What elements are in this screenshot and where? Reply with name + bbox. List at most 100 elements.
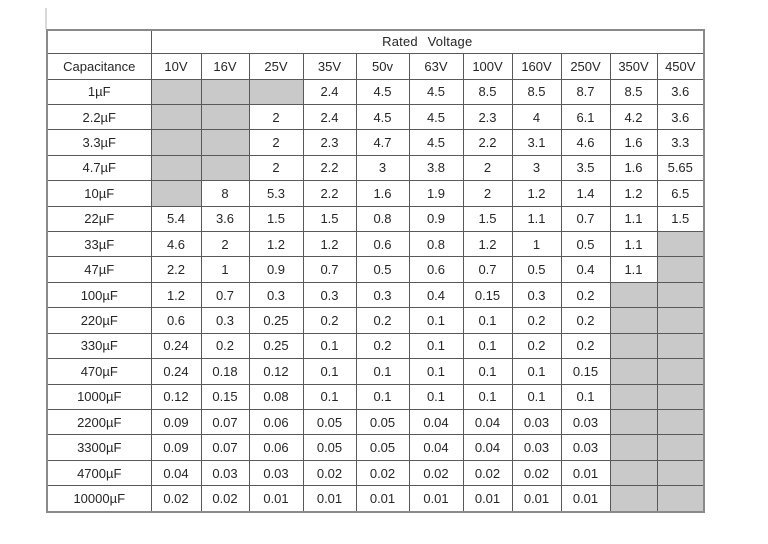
table-row: 2200µF 0.09 0.07 0.06 0.05 0.05 0.04 0.04 0.03 0.…	[46, 408, 705, 436]
value-cell: 0.15	[462, 281, 513, 309]
voltage-column-header: 35V	[302, 52, 357, 80]
row-label: 100µF	[46, 281, 152, 309]
value-cell: 1.6	[609, 154, 658, 182]
column-header-row: Capacitance 10V 16V 25V 35V 50v 63V 100V 160V 25…	[46, 52, 705, 80]
value-cell: 1.6	[609, 129, 658, 156]
empty-shaded-cell	[609, 408, 658, 436]
row-label: 33µF	[46, 231, 152, 258]
value-cell: 5.65	[656, 154, 705, 182]
value-cell: 0.02	[462, 459, 513, 487]
voltage-column-header: 10V	[150, 52, 202, 80]
row-label: 3300µF	[46, 434, 152, 461]
value-cell: 0.08	[248, 383, 304, 410]
value-cell: 1.6	[355, 180, 410, 207]
value-cell: 0.24	[150, 358, 202, 385]
value-cell: 2.2	[462, 129, 513, 156]
value-cell: 0.01	[248, 485, 304, 513]
value-cell: 0.12	[248, 358, 304, 385]
value-cell: 4.6	[560, 129, 611, 156]
empty-shaded-cell	[150, 180, 202, 207]
voltage-column-header: 16V	[200, 52, 250, 80]
value-cell: 0.05	[355, 434, 410, 461]
value-cell: 1	[200, 256, 250, 283]
table-row: 22µF 5.4 3.6 1.5 1.5 0.8 0.9 1.5 1.1 0.7 1.1 1.5	[46, 205, 705, 233]
value-cell: 0.2	[511, 332, 562, 360]
value-cell: 0.09	[150, 434, 202, 461]
value-cell: 0.05	[302, 408, 357, 436]
value-cell: 2.4	[302, 103, 357, 131]
value-cell: 0.3	[511, 281, 562, 309]
value-cell: 0.6	[408, 256, 464, 283]
empty-shaded-cell	[609, 307, 658, 334]
value-cell: 0.8	[355, 205, 410, 233]
row-label: 47µF	[46, 256, 152, 283]
value-cell: 0.02	[511, 459, 562, 487]
empty-shaded-cell	[150, 103, 202, 131]
value-cell: 0.2	[355, 332, 410, 360]
value-cell: 0.1	[302, 358, 357, 385]
value-cell: 4.7	[355, 129, 410, 156]
value-cell: 0.18	[200, 358, 250, 385]
value-cell: 0.2	[511, 307, 562, 334]
value-cell: 0.1	[302, 383, 357, 410]
row-label: 2.2µF	[46, 103, 152, 131]
value-cell: 0.01	[560, 459, 611, 487]
value-cell: 3	[355, 154, 410, 182]
empty-shaded-cell	[150, 154, 202, 182]
empty-shaded-cell	[609, 383, 658, 410]
value-cell: 0.03	[560, 408, 611, 436]
empty-shaded-cell	[656, 459, 705, 487]
value-cell: 4.6	[150, 231, 202, 258]
empty-shaded-cell	[656, 256, 705, 283]
value-cell: 2	[248, 103, 304, 131]
row-label: 4.7µF	[46, 154, 152, 182]
value-cell: 4.5	[355, 78, 410, 105]
value-cell: 8.7	[560, 78, 611, 105]
value-cell: 0.5	[511, 256, 562, 283]
value-cell: 0.3	[355, 281, 410, 309]
row-header-label: Capacitance	[46, 52, 152, 80]
empty-shaded-cell	[150, 78, 202, 105]
empty-shaded-cell	[200, 103, 250, 131]
value-cell: 1.5	[302, 205, 357, 233]
table-row: 330µF 0.24 0.2 0.25 0.1 0.2 0.1 0.1 0.2 0.2	[46, 332, 705, 360]
value-cell: 0.02	[302, 459, 357, 487]
value-cell: 6.5	[656, 180, 705, 207]
value-cell: 2.4	[302, 78, 357, 105]
value-cell: 1.1	[609, 231, 658, 258]
value-cell: 4.5	[408, 129, 464, 156]
table-row: 33µF 4.6 2 1.2 1.2 0.6 0.8 1.2 1 0.5 1.1	[46, 231, 705, 258]
value-cell: 0.09	[150, 408, 202, 436]
row-label: 470µF	[46, 358, 152, 385]
row-label: 4700µF	[46, 459, 152, 487]
value-cell: 0.5	[560, 231, 611, 258]
value-cell: 0.05	[302, 434, 357, 461]
value-cell: 1.2	[462, 231, 513, 258]
table-row: 100µF 1.2 0.7 0.3 0.3 0.3 0.4 0.15 0.3 0.2	[46, 281, 705, 309]
value-cell: 0.5	[355, 256, 410, 283]
value-cell: 0.9	[248, 256, 304, 283]
voltage-column-header: 450V	[656, 52, 705, 80]
value-cell: 1.1	[609, 205, 658, 233]
value-cell: 0.1	[462, 307, 513, 334]
table-row: 4.7µF 2 2.2 3 3.8 2 3 3.5 1.6 5.65	[46, 154, 705, 182]
value-cell: 1.5	[656, 205, 705, 233]
value-cell: 2.2	[150, 256, 202, 283]
value-cell: 0.25	[248, 332, 304, 360]
empty-shaded-cell	[656, 408, 705, 436]
value-cell: 3.6	[656, 103, 705, 131]
empty-shaded-cell	[656, 231, 705, 258]
value-cell: 6.1	[560, 103, 611, 131]
empty-shaded-cell	[656, 358, 705, 385]
row-label: 10µF	[46, 180, 152, 207]
value-cell: 0.2	[560, 307, 611, 334]
value-cell: 8.5	[511, 78, 562, 105]
value-cell: 0.04	[462, 434, 513, 461]
value-cell: 4.2	[609, 103, 658, 131]
corner-cell	[46, 29, 152, 54]
empty-shaded-cell	[609, 434, 658, 461]
value-cell: 1.2	[302, 231, 357, 258]
empty-shaded-cell	[656, 434, 705, 461]
value-cell: 0.03	[560, 434, 611, 461]
value-cell: 1.5	[462, 205, 513, 233]
